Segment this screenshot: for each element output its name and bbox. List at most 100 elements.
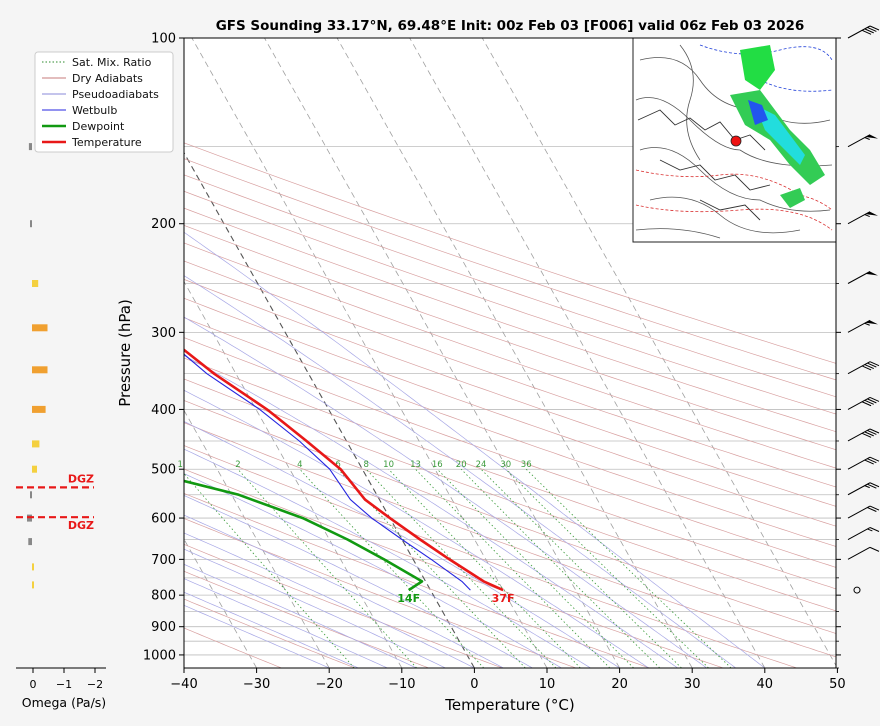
pseudoadiabat-line (184, 578, 388, 668)
surface-labels: 37F 14F (397, 592, 514, 605)
profile-wetbulb (184, 353, 471, 591)
mixing-ratio-label: 36 (521, 460, 532, 470)
barb-full (867, 458, 877, 464)
barb-flag (865, 134, 878, 139)
profile-dewpoint (184, 479, 424, 592)
omega-tick-label: −2 (87, 678, 103, 691)
barb-staff (847, 428, 871, 442)
legend-label: Dry Adiabats (72, 72, 143, 85)
mixing-ratio-label: 10 (383, 460, 394, 470)
mixing-ratio-label: 20 (456, 460, 467, 470)
dry-adiabat-line (184, 158, 836, 381)
pseudoadiabat-line (184, 591, 359, 668)
omega-panel: 0 −1 −2 DGZ DGZ (16, 143, 106, 691)
surface-temperature-label: 37F (492, 592, 515, 605)
mixing-ratio-label: 13 (410, 460, 421, 470)
y-tick-label: 800 (151, 589, 176, 604)
pseudoadiabat-line (184, 316, 707, 668)
inset-map (632, 37, 837, 243)
wind-barb-icon (847, 211, 878, 225)
barb-full (867, 429, 877, 435)
pseudoadiabat-line (184, 231, 766, 668)
dry-adiabat-line (184, 174, 836, 398)
dry-adiabat-line (184, 279, 836, 507)
y-tick-label: 200 (151, 217, 176, 232)
barb-flag (865, 211, 878, 216)
pseudoadiabat-line (184, 355, 678, 668)
isotherm-line (264, 38, 620, 668)
dry-adiabat-line (184, 260, 836, 488)
mixing-ratio-line (365, 468, 557, 668)
mixing-ratio-line (237, 468, 417, 668)
barb-full (864, 28, 874, 34)
dry-adiabat-line (184, 400, 836, 634)
y-tick-label: 300 (151, 326, 176, 341)
mixing-ratio-line (505, 468, 709, 668)
barb-staff (847, 396, 871, 410)
wind-barb-icon (847, 505, 880, 519)
dry-adiabat-line (184, 190, 836, 415)
pseudoadiabat-line (184, 532, 475, 668)
y-tick-label: 500 (151, 463, 176, 478)
pseudoadiabat-line (184, 389, 649, 668)
dry-adiabat-line (184, 317, 836, 547)
x-tick-label: 20 (611, 677, 628, 692)
omega-axis-label: Omega (Pa/s) (22, 695, 106, 710)
mixing-ratio-line (480, 468, 682, 668)
omega-bar (28, 143, 32, 151)
barb-full (861, 432, 872, 438)
barb-full (869, 25, 880, 31)
pseudoadiabat-line (184, 421, 620, 668)
axes: −40 −30 −20 −10 0 10 20 30 40 50 100 200 300 400 500 60… (143, 32, 846, 693)
legend-label: Pseudoadiabats (72, 88, 159, 101)
mixing-ratio-label: 1 (177, 460, 182, 470)
dry-adiabat-line (184, 242, 836, 469)
wind-barb-icon (847, 396, 880, 410)
y-axis-label: Pressure (hPa) (116, 299, 134, 407)
mixing-ratio-label: 6 (335, 460, 340, 470)
barb-flag (865, 271, 878, 276)
barb-full (869, 361, 880, 367)
chart-title: GFS Sounding 33.17°N, 69.48°E Init: 00z … (216, 18, 805, 34)
isotherm-line (184, 151, 475, 668)
omega-bar (32, 563, 34, 571)
wind-barb-icon (847, 456, 880, 470)
omega-bar (32, 581, 34, 589)
barb-half (864, 322, 870, 326)
dry-adiabat-line (184, 224, 836, 451)
y-tick-label: 1000 (143, 648, 176, 663)
dry-adiabat-line (184, 422, 836, 658)
pseudoadiabat-line (184, 548, 446, 668)
dgz-label: DGZ (68, 472, 94, 485)
omega-tick-label: −1 (56, 678, 72, 691)
isotherm-line (336, 38, 693, 668)
surface-dewpoint-label: 14F (397, 592, 420, 605)
omega-bar (32, 465, 37, 473)
pseudoadiabat-line (184, 604, 330, 668)
legend: Sat. Mix. Ratio Dry Adiabats Pseudoadiabat… (34, 51, 174, 153)
omega-bar (32, 280, 39, 287)
isotherm-line (481, 38, 836, 667)
dry-adiabat-line (184, 297, 836, 527)
wind-barb-icon (847, 271, 878, 284)
barb-full (861, 401, 872, 407)
isotherm-line (184, 538, 257, 668)
wind-barb-icon (847, 134, 878, 148)
barb-staff (847, 134, 871, 148)
mixing-ratio-label: 4 (297, 460, 302, 470)
dry-adiabat-line (184, 337, 836, 568)
barb-staff (847, 482, 871, 496)
barb-full (869, 482, 880, 488)
mixing-ratio-line (337, 468, 526, 668)
mixing-ratio-label: 2 (235, 460, 240, 470)
isotherm-line (0, 38, 39, 668)
y-tick-label: 900 (151, 620, 176, 635)
dry-adiabat-line (184, 570, 429, 668)
mixing-ratio-label: 24 (476, 460, 487, 470)
dry-adiabat-line (184, 518, 577, 668)
barb-full (864, 399, 874, 405)
y-tick-label: 600 (151, 512, 176, 527)
dry-adiabat-line (184, 142, 836, 364)
wind-barb-icon (847, 546, 880, 560)
